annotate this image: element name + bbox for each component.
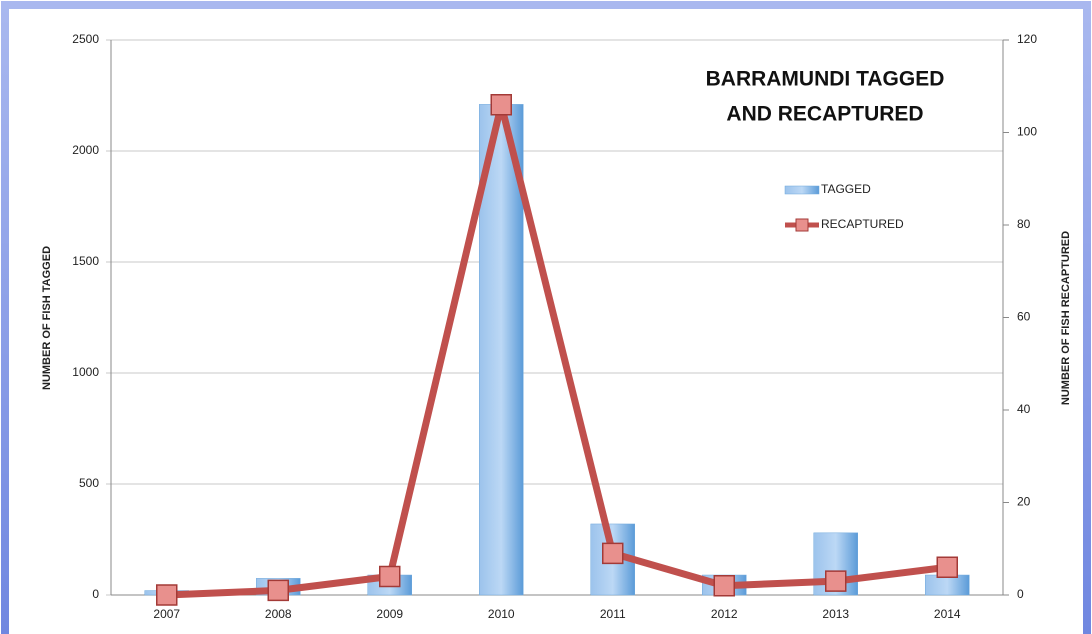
- legend-swatch: [784, 185, 820, 195]
- y-tick-label: 500: [79, 476, 99, 490]
- marker: [156, 584, 178, 606]
- x-tick-label: 2014: [934, 607, 961, 621]
- x-tick-label: 2009: [376, 607, 403, 621]
- chart-title: BARRAMUNDI TAGGED: [706, 68, 945, 91]
- y-tick-label: 2500: [72, 32, 99, 46]
- y2-tick-label: 100: [1017, 125, 1037, 139]
- x-tick-label: 2010: [488, 607, 515, 621]
- y-tick-label: 0: [92, 587, 99, 601]
- marker: [713, 575, 735, 597]
- marker: [379, 565, 401, 588]
- marker: [936, 556, 958, 578]
- legend-label: TAGGED: [821, 182, 871, 196]
- y-tick-label: 2000: [72, 143, 99, 157]
- y-axis-title: NUMBER OF FISH TAGGED: [41, 246, 53, 390]
- y2-axis-title: NUMBER OF FISH RECAPTURED: [1060, 231, 1072, 405]
- y2-tick-label: 60: [1017, 310, 1031, 324]
- x-tick-label: 2012: [711, 607, 738, 621]
- x-tick-label: 2011: [600, 607, 626, 621]
- marker: [267, 579, 289, 602]
- y2-tick-label: 0: [1017, 587, 1024, 601]
- legend-marker: [795, 218, 809, 232]
- bar: [479, 104, 524, 596]
- x-tick-label: 2013: [822, 607, 849, 621]
- x-tick-label: 2008: [265, 607, 292, 621]
- y2-tick-label: 80: [1017, 217, 1031, 231]
- chart-title: AND RECAPTURED: [726, 103, 923, 126]
- x-tick-label: 2007: [153, 607, 180, 621]
- y2-tick-label: 20: [1017, 495, 1031, 509]
- marker: [602, 542, 624, 565]
- bar: [925, 574, 970, 596]
- marker: [490, 94, 512, 116]
- line: [166, 101, 948, 599]
- legend-label: RECAPTURED: [821, 217, 904, 231]
- y2-tick-label: 40: [1017, 402, 1031, 416]
- y-tick-label: 1500: [72, 254, 99, 268]
- marker: [825, 570, 847, 592]
- y-tick-label: 1000: [72, 365, 99, 379]
- y2-tick-label: 120: [1017, 32, 1037, 46]
